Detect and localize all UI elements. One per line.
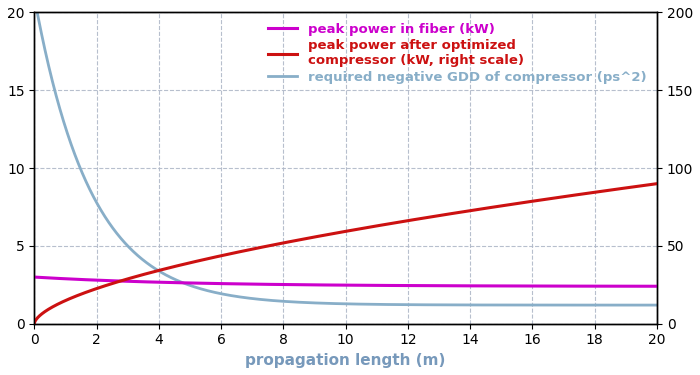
X-axis label: propagation length (m): propagation length (m) <box>246 353 446 368</box>
Legend: peak power in fiber (kW), peak power after optimized
compressor (kW, right scale: peak power in fiber (kW), peak power aft… <box>264 19 650 87</box>
